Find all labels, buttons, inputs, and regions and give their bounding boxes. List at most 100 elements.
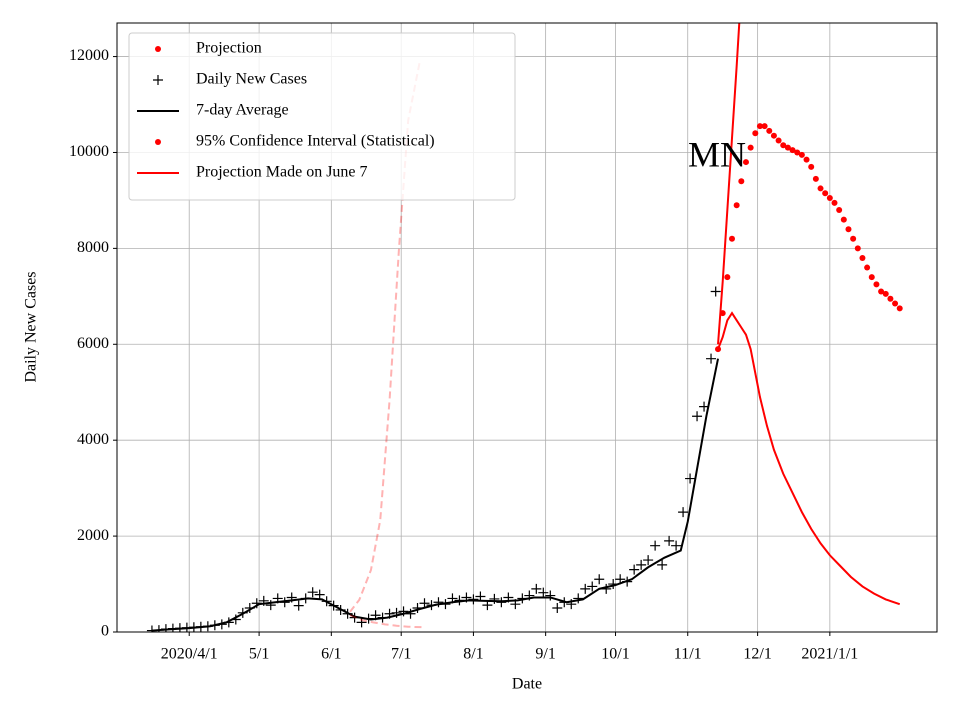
projection-dot (752, 130, 759, 137)
x-tick-label: 10/1 (601, 646, 629, 663)
y-tick-label: 10000 (69, 143, 109, 160)
case-marker (587, 581, 598, 592)
x-tick-label: 7/1 (391, 646, 411, 663)
series-line (717, 311, 901, 606)
y-tick-label: 8000 (77, 239, 109, 256)
case-marker (545, 590, 556, 601)
case-marker (552, 603, 563, 614)
case-marker (657, 559, 668, 570)
projection-dot (864, 264, 871, 271)
projection-dot (896, 305, 903, 312)
case-marker (573, 593, 584, 604)
case-marker (706, 353, 717, 364)
case-marker (710, 286, 721, 297)
case-marker (307, 587, 318, 598)
x-tick-label: 9/1 (535, 646, 555, 663)
projection-dot (850, 235, 857, 242)
x-tick-label: 5/1 (249, 646, 269, 663)
projection-dot (803, 156, 810, 163)
projection-dot (784, 144, 791, 151)
case-marker (580, 583, 591, 594)
projection-dot (729, 235, 735, 242)
projection-dot (831, 199, 838, 206)
case-marker (692, 411, 703, 422)
annotation: MN (688, 134, 746, 174)
x-tick-label: 8/1 (463, 646, 483, 663)
projection-dot (882, 290, 889, 297)
x-tick-label: 2021/1/1 (801, 646, 858, 663)
projection-dot (733, 202, 740, 209)
y-axis-label: Daily New Cases (23, 271, 40, 382)
case-marker (636, 559, 647, 570)
projection-dot (854, 245, 861, 252)
axes-frame (116, 22, 938, 633)
case-marker (643, 555, 654, 566)
y-tick-label: 4000 (77, 431, 109, 448)
projection-dot (878, 288, 885, 295)
legend-label: 7-day Average (196, 102, 289, 119)
y-tick-label: 6000 (77, 335, 109, 352)
projection-dot (808, 163, 815, 170)
ticks: 0 2000 4000 6000 8000 10000 12000 2020/4/1 5/1 6/… (69, 47, 858, 662)
case-marker (664, 535, 675, 546)
projection-dot (766, 127, 773, 134)
legend-box (128, 32, 516, 201)
legend-label: 95% Confidence Interval (Statistical) (196, 133, 435, 150)
case-marker (314, 589, 325, 600)
case-marker (405, 608, 416, 619)
case-marker (531, 583, 542, 594)
legend-label: Projection Made on June 7 (196, 164, 368, 181)
case-marker (419, 598, 430, 609)
projection-dot (798, 151, 805, 158)
legend-marker (153, 75, 163, 85)
projection-dot (794, 149, 801, 156)
series-line (151, 358, 720, 632)
x-tick-label: 12/1 (743, 646, 771, 663)
projection-dot (873, 281, 880, 288)
y-tick-label: 12000 (69, 47, 109, 64)
x-tick-label: 11/1 (674, 646, 702, 663)
case-marker (678, 507, 689, 518)
projection-dot (868, 274, 875, 281)
projection-dot (892, 300, 899, 307)
projection-dot (840, 216, 847, 223)
projection-dot (770, 132, 777, 139)
series-line (717, 23, 741, 345)
case-marker (489, 593, 500, 604)
x-axis-label: Date (512, 676, 542, 693)
projection-dot (775, 137, 782, 144)
case-marker (356, 617, 367, 628)
projection-dot (761, 123, 768, 130)
projection-dot (845, 226, 852, 233)
y-tick-label: 0 (101, 623, 109, 640)
legend-label: Daily New Cases (196, 71, 307, 88)
legend: Projection Daily New Cases 7-day Average 95… (128, 32, 516, 201)
case-marker (538, 587, 549, 598)
projection-dot (826, 195, 833, 202)
projection-dot (887, 295, 894, 302)
projection-dot (756, 123, 763, 130)
projection-dot (738, 178, 745, 185)
case-marker (685, 473, 696, 484)
projection-dot (780, 142, 787, 149)
projection-dot (742, 159, 749, 166)
legend-marker (155, 46, 161, 52)
series-line (349, 614, 423, 629)
projection-dot (859, 254, 866, 261)
y-tick-label: 2000 (77, 527, 109, 544)
case-marker (293, 600, 304, 611)
x-tick-label: 6/1 (321, 646, 341, 663)
projection-dot (836, 207, 843, 214)
projection-dot (747, 144, 754, 151)
case-marker (594, 574, 605, 585)
case-marker (650, 540, 661, 551)
projection-dot (724, 274, 731, 281)
case-marker (433, 597, 444, 608)
projection-dot (789, 147, 796, 154)
case-marker (671, 540, 682, 551)
legend-marker (155, 139, 161, 145)
projection-dot (822, 190, 829, 197)
projection-dot (817, 185, 824, 192)
